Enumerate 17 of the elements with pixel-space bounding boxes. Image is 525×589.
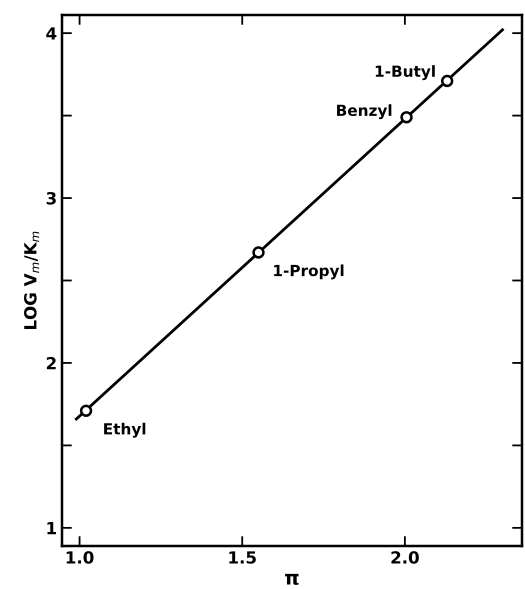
point [80, 404, 92, 417]
x-axis-title: π [285, 574, 299, 585]
y-tick-label: 2 [46, 356, 56, 370]
y-axis-title: LOG V$_{m}$/K$_{m}$ [24, 232, 40, 330]
point [400, 111, 413, 124]
x-tick-label: 2.0 [391, 551, 419, 564]
point [252, 246, 265, 259]
y-tick-label: 3 [46, 192, 56, 205]
annotation: Benzyl [337, 104, 392, 120]
y-tick-label: 4 [46, 27, 56, 40]
annotation: 1-Propyl [274, 264, 344, 280]
x-tick-label: 1.0 [66, 551, 94, 564]
x-tick-label: 1.5 [229, 551, 256, 564]
annotation: 1-Butyl [376, 65, 435, 80]
annotation: Ethyl [104, 422, 146, 438]
y-tick-label: 1 [47, 522, 56, 534]
point [441, 74, 454, 88]
